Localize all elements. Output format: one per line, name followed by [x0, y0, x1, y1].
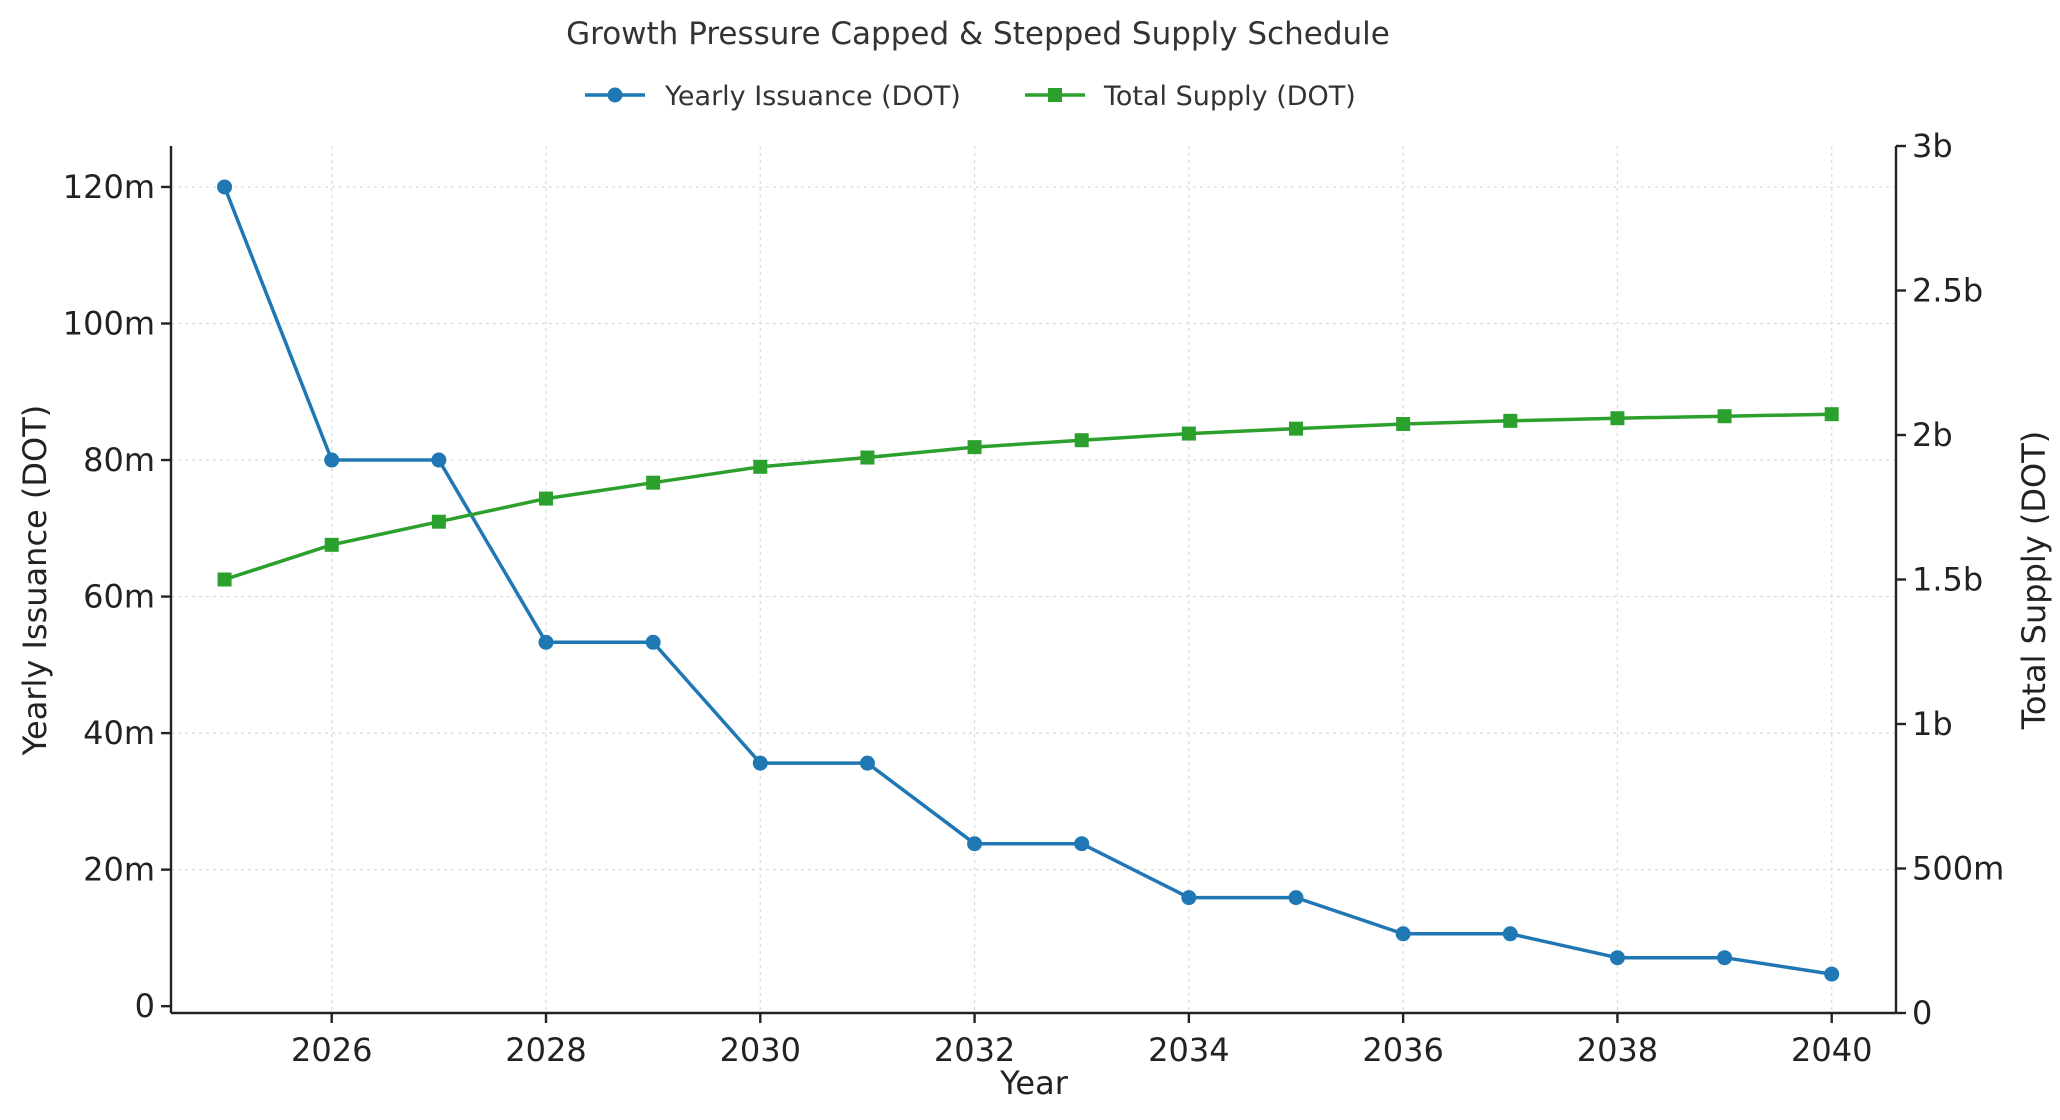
y-left-tick-label: 100m [63, 304, 155, 342]
legend-item-issuance: Yearly Issuance (DOT) [585, 81, 961, 112]
text-layer: Growth Pressure Capped & Stepped Supply … [16, 16, 2053, 1102]
y-axis-label-left: Yearly Issuance (DOT) [16, 405, 54, 757]
x-tick-label: 2032 [934, 1031, 1015, 1069]
data-point-issuance [324, 452, 340, 468]
data-point-issuance [1288, 890, 1304, 906]
data-point-issuance [1181, 890, 1197, 906]
x-tick-label: 2034 [1148, 1031, 1229, 1069]
data-point-supply [1610, 411, 1625, 426]
data-point-issuance [217, 179, 233, 195]
legend-item-supply: Total Supply (DOT) [1025, 81, 1356, 112]
series-line-supply [224, 412, 1832, 582]
x-tick-label: 2040 [1791, 1031, 1872, 1069]
y-left-tick-label: 40m [83, 714, 155, 752]
y-right-tick-label: 1.5b [1912, 561, 1983, 599]
data-point-issuance [1395, 926, 1411, 942]
y-right-tick-label: 2b [1912, 416, 1953, 454]
y-right-tick-label: 0 [1912, 994, 1932, 1032]
legend-marker-issuance [607, 87, 623, 103]
x-tick-label: 2038 [1577, 1031, 1658, 1069]
legend: Yearly Issuance (DOT) Total Supply (DOT) [585, 81, 1356, 112]
series-line-issuance [222, 186, 1832, 976]
y-axis-label-right: Total Supply (DOT) [2015, 431, 2053, 730]
data-point-supply [1824, 407, 1839, 422]
legend-marker-supply [1048, 88, 1062, 102]
data-point-supply [860, 450, 875, 465]
data-point-issuance [1074, 836, 1090, 852]
x-tick-label: 2026 [291, 1031, 372, 1069]
data-point-supply [539, 491, 553, 506]
data-point-issuance [967, 836, 983, 852]
data-point-supply [217, 572, 232, 587]
legend-label-issuance: Yearly Issuance (DOT) [664, 81, 961, 112]
data-point-issuance [1502, 926, 1518, 942]
data-point-supply [646, 475, 661, 490]
y-left-tick-label: 0 [135, 987, 155, 1025]
x-tick-label: 2028 [505, 1031, 586, 1069]
data-point-supply [1289, 421, 1303, 436]
y-right-tick-label: 1b [1912, 705, 1953, 743]
data-point-issuance [645, 634, 661, 650]
data-point-issuance [538, 634, 554, 650]
data-point-issuance [1609, 950, 1625, 966]
data-point-supply [324, 537, 339, 552]
y-left-tick-label: 80m [83, 441, 155, 479]
y-left-tick-label: 60m [83, 578, 155, 616]
y-left-tick-label: 20m [83, 851, 155, 889]
y-right-tick-label: 2.5b [1912, 272, 1983, 310]
chart-title: Growth Pressure Capped & Stepped Supply … [566, 16, 1390, 52]
data-point-supply [967, 440, 982, 455]
x-axis-label: Year [999, 1064, 1069, 1102]
grid-layer [171, 146, 1896, 1013]
y-right-tick-label: 3b [1912, 127, 1953, 165]
data-point-supply [431, 514, 446, 529]
axes-layer: 2026 2028 2030 2032 2034 2036 2038 2040 0 20m 40m 6… [63, 127, 2005, 1069]
data-point-supply [1181, 426, 1196, 441]
data-point-supply [753, 459, 768, 474]
data-point-supply [1074, 433, 1089, 448]
data-point-issuance [1717, 950, 1733, 966]
y-left-tick-label: 120m [63, 168, 155, 206]
data-point-issuance [431, 452, 447, 468]
x-tick-label: 2030 [720, 1031, 801, 1069]
x-tick-label: 2036 [1362, 1031, 1443, 1069]
series-layer [217, 179, 1840, 982]
data-point-issuance [859, 755, 875, 771]
y-right-tick-label: 500m [1912, 850, 2004, 888]
data-point-supply [1717, 409, 1732, 424]
legend-label-supply: Total Supply (DOT) [1103, 81, 1356, 112]
data-point-issuance [752, 755, 768, 771]
data-point-supply [1396, 417, 1411, 432]
data-point-supply [1503, 413, 1518, 428]
data-point-issuance [1824, 966, 1840, 982]
